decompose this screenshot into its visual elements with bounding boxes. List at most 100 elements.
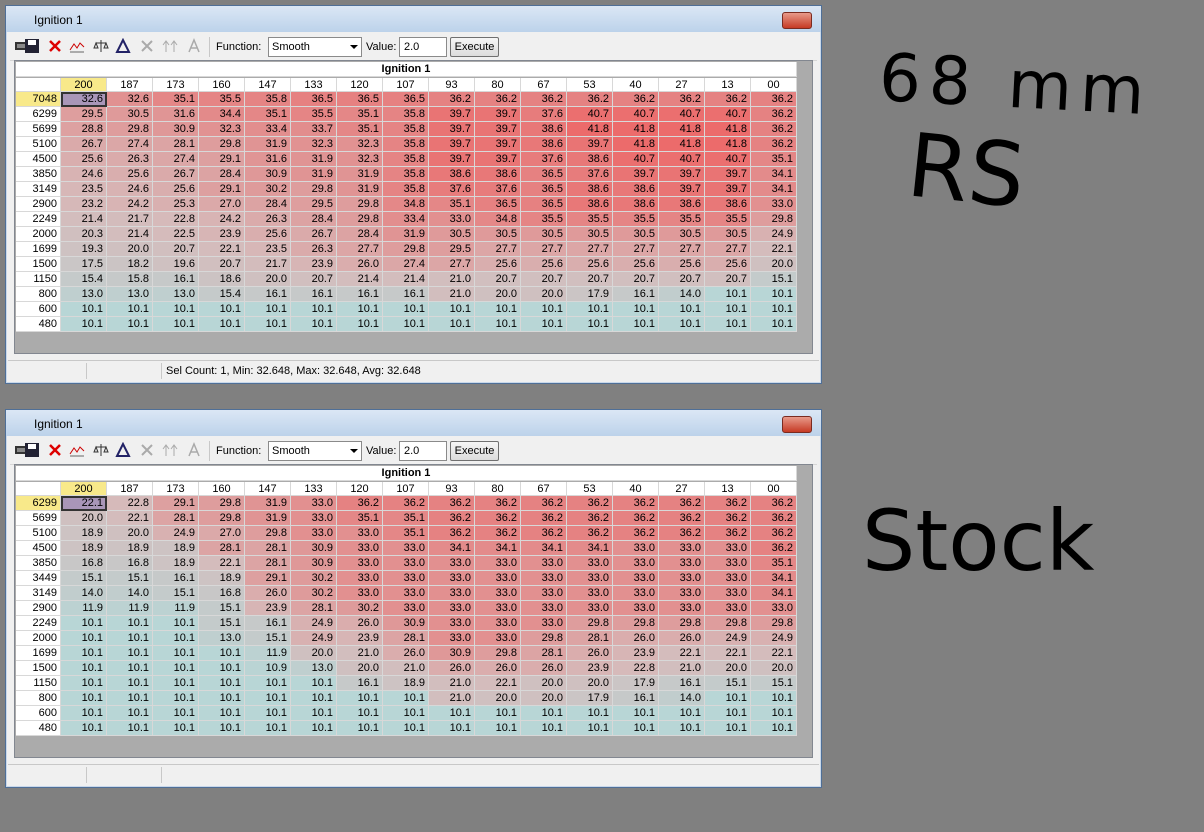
table-cell[interactable]: 10.1 <box>245 721 291 736</box>
table-cell[interactable]: 33.0 <box>705 571 751 586</box>
table-cell[interactable]: 30.9 <box>245 167 291 182</box>
table-cell[interactable]: 13.0 <box>291 661 337 676</box>
table-cell[interactable]: 16.1 <box>613 691 659 706</box>
table-cell[interactable]: 35.1 <box>751 556 797 571</box>
table-cell[interactable]: 20.0 <box>521 676 567 691</box>
table-cell[interactable]: 21.4 <box>61 212 107 227</box>
table-cell[interactable]: 22.5 <box>153 227 199 242</box>
table-cell[interactable]: 15.1 <box>705 676 751 691</box>
table-cell[interactable]: 38.6 <box>705 197 751 212</box>
table-cell[interactable]: 21.4 <box>107 227 153 242</box>
table-cell[interactable]: 38.6 <box>567 152 613 167</box>
table-cell[interactable]: 33.0 <box>291 496 337 511</box>
table-cell[interactable]: 33.0 <box>705 586 751 601</box>
table-cell[interactable]: 18.6 <box>199 272 245 287</box>
function-select[interactable]: Smooth <box>268 441 362 461</box>
table-cell[interactable]: 28.1 <box>153 137 199 152</box>
table-cell[interactable]: 35.1 <box>429 197 475 212</box>
table-cell[interactable]: 10.1 <box>199 706 245 721</box>
table-cell[interactable]: 22.8 <box>107 496 153 511</box>
table-cell[interactable]: 23.9 <box>337 631 383 646</box>
table-cell[interactable]: 36.2 <box>567 511 613 526</box>
table-cell[interactable]: 33.0 <box>659 601 705 616</box>
table-cell[interactable]: 23.2 <box>61 197 107 212</box>
table-cell[interactable]: 35.5 <box>291 107 337 122</box>
table-cell[interactable]: 29.8 <box>107 122 153 137</box>
table-cell[interactable]: 10.1 <box>613 302 659 317</box>
table-cell[interactable]: 26.0 <box>337 616 383 631</box>
table-cell[interactable]: 33.0 <box>383 556 429 571</box>
table-cell[interactable]: 35.5 <box>199 92 245 107</box>
table-cell[interactable]: 10.1 <box>383 706 429 721</box>
table-cell[interactable]: 30.5 <box>567 227 613 242</box>
table-cell[interactable]: 33.0 <box>705 556 751 571</box>
table-cell[interactable]: 33.0 <box>705 601 751 616</box>
table-cell[interactable]: 27.4 <box>383 257 429 272</box>
table-cell[interactable]: 35.1 <box>383 511 429 526</box>
table-cell[interactable]: 10.1 <box>705 302 751 317</box>
table-cell[interactable]: 35.1 <box>153 92 199 107</box>
table-cell[interactable]: 27.4 <box>153 152 199 167</box>
table-cell[interactable]: 10.1 <box>153 317 199 332</box>
table-cell[interactable]: 33.4 <box>245 122 291 137</box>
table-cell[interactable]: 30.2 <box>291 586 337 601</box>
table-cell[interactable]: 38.6 <box>613 197 659 212</box>
table-cell[interactable]: 21.4 <box>337 272 383 287</box>
toolbar-icon[interactable] <box>186 38 202 54</box>
table-cell[interactable]: 33.0 <box>751 197 797 212</box>
table-cell[interactable]: 36.2 <box>567 526 613 541</box>
table-cell[interactable]: 35.1 <box>383 526 429 541</box>
table-cell[interactable]: 17.9 <box>613 676 659 691</box>
table-cell[interactable]: 29.1 <box>199 152 245 167</box>
table-cell[interactable]: 20.0 <box>751 257 797 272</box>
table-cell[interactable]: 39.7 <box>475 107 521 122</box>
table-cell[interactable]: 20.0 <box>567 676 613 691</box>
table-cell[interactable]: 16.8 <box>199 586 245 601</box>
table-cell[interactable]: 29.1 <box>245 571 291 586</box>
table-cell[interactable]: 29.8 <box>567 616 613 631</box>
toolbar-icon[interactable] <box>139 442 155 458</box>
table-cell[interactable]: 36.5 <box>337 92 383 107</box>
table-cell[interactable]: 23.9 <box>199 227 245 242</box>
table-cell[interactable]: 33.0 <box>521 571 567 586</box>
table-cell[interactable]: 39.7 <box>659 167 705 182</box>
table-cell[interactable]: 32.6 <box>61 92 107 107</box>
table-cell[interactable]: 36.2 <box>751 137 797 152</box>
table-cell[interactable]: 10.1 <box>291 317 337 332</box>
table-cell[interactable]: 34.1 <box>567 541 613 556</box>
table-cell[interactable]: 33.0 <box>613 601 659 616</box>
table-cell[interactable]: 20.0 <box>291 646 337 661</box>
table-cell[interactable]: 16.1 <box>659 676 705 691</box>
table-cell[interactable]: 25.6 <box>153 182 199 197</box>
table-cell[interactable]: 33.0 <box>383 586 429 601</box>
table-cell[interactable]: 28.1 <box>521 646 567 661</box>
table-cell[interactable]: 34.4 <box>199 107 245 122</box>
table-cell[interactable]: 35.5 <box>567 212 613 227</box>
table-cell[interactable]: 29.8 <box>245 526 291 541</box>
table-cell[interactable]: 30.9 <box>153 122 199 137</box>
table-cell[interactable]: 25.6 <box>107 167 153 182</box>
table-cell[interactable]: 22.8 <box>153 212 199 227</box>
table-cell[interactable]: 33.0 <box>613 586 659 601</box>
table-cell[interactable]: 23.9 <box>245 601 291 616</box>
table-cell[interactable]: 20.7 <box>199 257 245 272</box>
table-cell[interactable]: 36.2 <box>659 511 705 526</box>
table-cell[interactable]: 10.1 <box>245 302 291 317</box>
table-cell[interactable]: 36.2 <box>659 496 705 511</box>
table-cell[interactable]: 28.1 <box>153 511 199 526</box>
table-cell[interactable]: 16.1 <box>337 287 383 302</box>
toolbar-icon[interactable] <box>162 442 178 458</box>
table-cell[interactable]: 20.7 <box>659 272 705 287</box>
table-cell[interactable]: 10.1 <box>153 706 199 721</box>
table-cell[interactable]: 40.7 <box>613 107 659 122</box>
table-cell[interactable]: 14.0 <box>659 287 705 302</box>
table-cell[interactable]: 35.5 <box>659 212 705 227</box>
table-cell[interactable]: 33.0 <box>475 556 521 571</box>
table-cell[interactable]: 10.1 <box>199 691 245 706</box>
table-cell[interactable]: 27.7 <box>659 242 705 257</box>
table-cell[interactable]: 33.0 <box>429 212 475 227</box>
table-cell[interactable]: 32.3 <box>337 152 383 167</box>
table-cell[interactable]: 10.1 <box>245 706 291 721</box>
table-cell[interactable]: 28.1 <box>245 541 291 556</box>
table-cell[interactable]: 35.5 <box>521 212 567 227</box>
